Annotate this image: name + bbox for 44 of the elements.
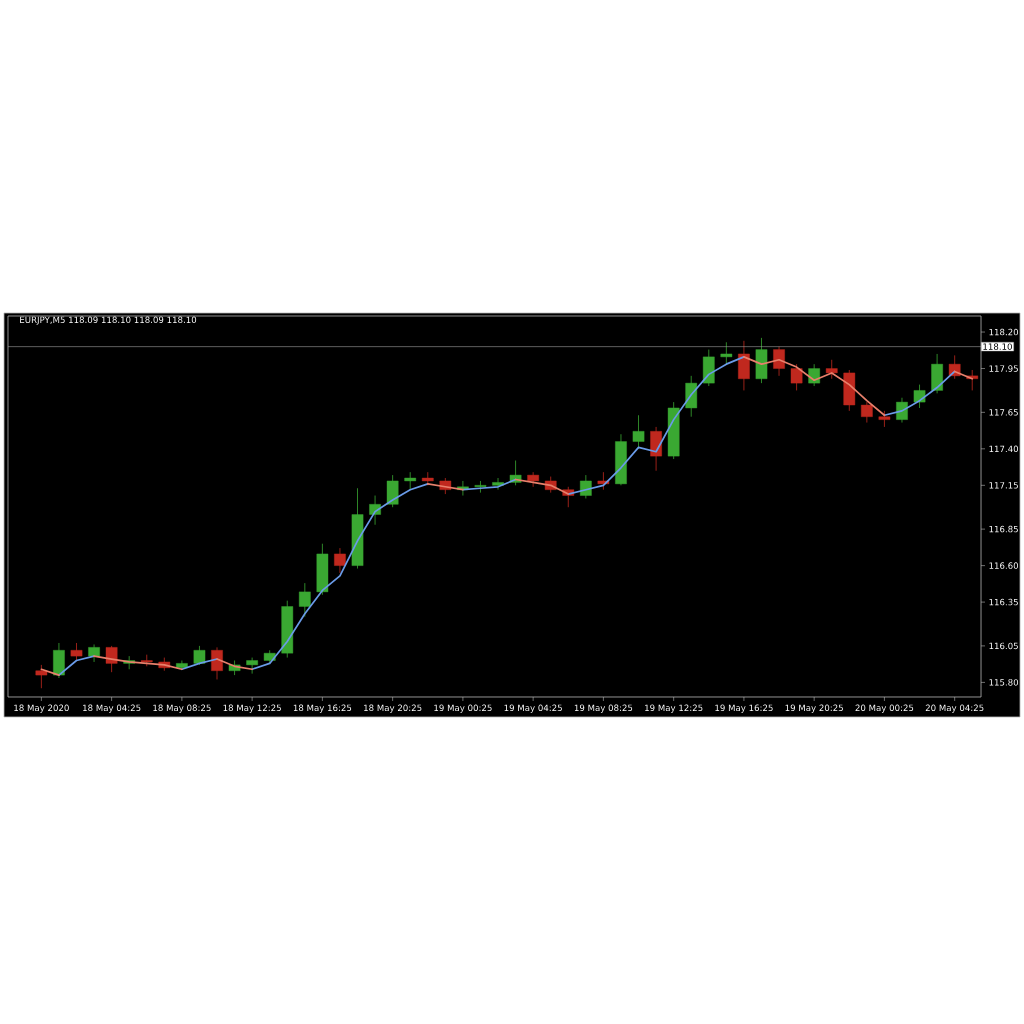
candlestick [211,646,223,680]
y-tick-label: 118.20 [989,328,1019,336]
x-tick-label: 18 May 2020 [14,704,69,713]
x-tick-label: 19 May 00:25 [434,704,492,713]
candlestick [299,582,311,618]
candlestick [88,644,100,663]
candlestick [527,471,539,488]
x-tick-label: 19 May 08:25 [574,704,633,713]
candlestick [896,397,908,423]
x-tick-label: 18 May 08:25 [153,704,211,713]
y-tick-label: 115.80 [989,679,1019,686]
x-tick-label: 18 May 12:25 [223,704,281,713]
x-tick-label: 18 May 20:25 [364,704,422,713]
ref-line-label: 118.10 [983,343,1012,350]
x-tick-label: 19 May 04:25 [504,704,562,713]
candlestick [334,547,346,574]
candlestick [773,346,785,377]
y-tick-label: 117.15 [989,482,1018,489]
candlestick [790,363,803,391]
y-tick-label: 116.85 [989,525,1018,533]
candlestick [720,341,733,365]
candlestick [861,401,873,423]
y-tick-label: 117.40 [989,445,1019,453]
candlestick [246,657,258,675]
x-tick-label: 19 May 12:25 [645,704,703,713]
candlestick [105,645,118,673]
x-tick-label: 20 May 04:25 [925,704,984,713]
y-tick-label: 116.60 [989,562,1019,569]
candlestick [193,645,206,666]
candlestick [825,359,838,380]
chart-title: EURJPY,M5 118.09 118.10 118.09 118.10 [20,316,197,325]
candlestick [35,664,48,689]
candlestick [632,414,645,450]
y-tick-label: 117.95 [989,365,1018,372]
y-tick-label: 116.05 [989,642,1018,650]
x-tick-label: 18 May 16:25 [293,704,352,713]
candlestick [386,474,399,508]
x-tick-label: 18 May 04:25 [83,704,141,713]
candlestick [492,477,504,491]
x-tick-label: 20 May 00:25 [855,704,914,713]
x-tick-label: 19 May 20:25 [785,704,843,713]
x-tick-label: 19 May 16:25 [715,704,773,713]
y-tick-label: 117.65 [989,409,1018,416]
y-tick-label: 116.35 [989,598,1018,606]
